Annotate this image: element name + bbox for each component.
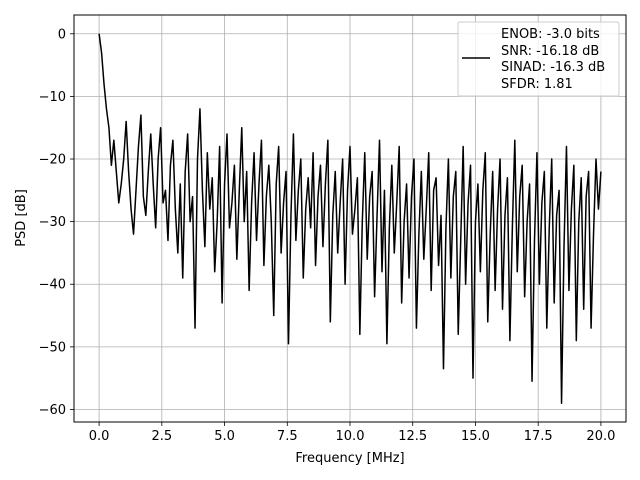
y-tick-label: −20 <box>39 153 66 168</box>
x-tick-label: 5.0 <box>214 429 235 444</box>
legend-sinad: SINAD: -16.3 dB <box>501 60 605 75</box>
legend: ENOB: -3.0 bits SNR: -16.18 dB SINAD: -1… <box>457 21 620 97</box>
x-tick-label: 7.5 <box>277 429 298 444</box>
x-axis-label: Frequency [MHz] <box>295 451 404 466</box>
x-tick-label: 10.0 <box>336 429 365 444</box>
legend-enob: ENOB: -3.0 bits <box>501 27 600 42</box>
psd-series-line <box>98 33 602 404</box>
legend-snr: SNR: -16.18 dB <box>501 44 599 59</box>
y-axis-label: PSD [dB] <box>14 189 29 247</box>
legend-sfdr: SFDR: 1.81 <box>501 77 573 92</box>
x-tick-label: 0.0 <box>89 429 110 444</box>
y-tick-label: −10 <box>39 90 66 105</box>
x-tick-label: 12.5 <box>398 429 427 444</box>
y-tick-label: 0 <box>58 27 66 42</box>
x-tick-label: 2.5 <box>151 429 172 444</box>
x-axis-ticks: 0.0 2.5 5.0 7.5 10.0 12.5 15.0 17.5 20.0 <box>89 422 615 444</box>
y-tick-label: −40 <box>39 278 66 293</box>
x-tick-label: 20.0 <box>586 429 615 444</box>
y-tick-label: −60 <box>39 403 66 418</box>
legend-box <box>457 21 620 97</box>
y-axis-ticks: 0 −10 −20 −30 −40 −50 −60 <box>39 27 74 418</box>
x-tick-label: 17.5 <box>524 429 553 444</box>
plot-area <box>98 33 602 404</box>
y-tick-label: −50 <box>39 340 66 355</box>
y-tick-label: −30 <box>39 215 66 230</box>
x-tick-label: 15.0 <box>461 429 490 444</box>
